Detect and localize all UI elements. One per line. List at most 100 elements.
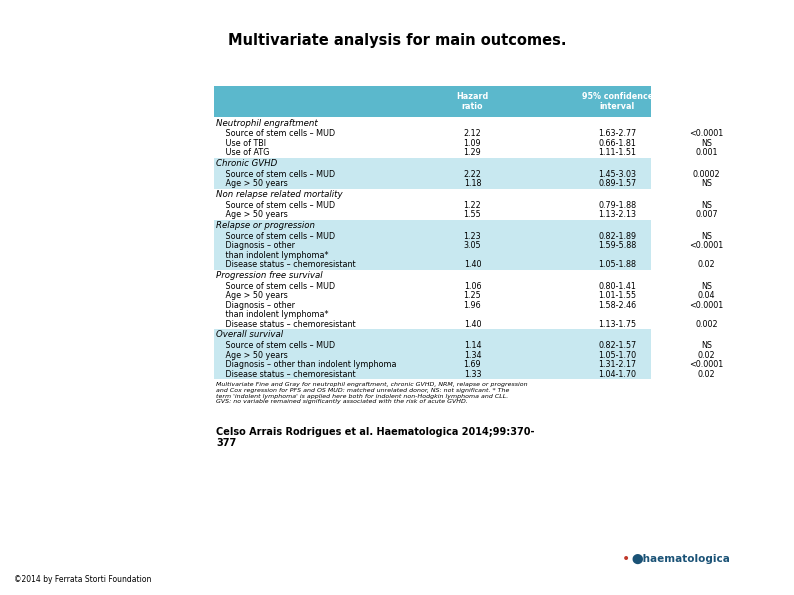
Text: Non relapse related mortality: Non relapse related mortality	[216, 190, 342, 199]
Bar	[214, 250, 651, 260]
Text: 0.66-1.81: 0.66-1.81	[599, 139, 636, 148]
Bar	[214, 369, 651, 379]
Bar	[214, 220, 651, 231]
Text: 1.23: 1.23	[464, 231, 481, 241]
Text: Progression free survival: Progression free survival	[216, 271, 322, 280]
Text: 0.0002: 0.0002	[693, 170, 720, 179]
Text: Diagnosis – other than indolent lymphoma: Diagnosis – other than indolent lymphoma	[218, 360, 396, 369]
Text: 1.63-2.77: 1.63-2.77	[598, 129, 637, 139]
Bar	[214, 291, 651, 300]
Text: 0.02: 0.02	[698, 260, 715, 270]
Bar	[214, 86, 651, 117]
Text: 1.05-1.70: 1.05-1.70	[598, 350, 637, 360]
Text: Disease status – chemoresistant: Disease status – chemoresistant	[218, 369, 355, 379]
Text: 1.31-2.17: 1.31-2.17	[598, 360, 637, 369]
Text: 1.25: 1.25	[464, 291, 481, 300]
Bar	[214, 260, 651, 270]
Text: Age > 50 years: Age > 50 years	[218, 210, 287, 220]
Bar	[214, 310, 651, 320]
Text: 0.04: 0.04	[698, 291, 715, 300]
Text: <0.0001: <0.0001	[689, 129, 724, 139]
Text: P: P	[703, 97, 710, 107]
Text: 1.04-1.70: 1.04-1.70	[599, 369, 636, 379]
Text: 1.13-1.75: 1.13-1.75	[598, 320, 637, 329]
Text: 1.01-1.55: 1.01-1.55	[598, 291, 637, 300]
Text: 0.001: 0.001	[696, 148, 718, 158]
Text: 1.33: 1.33	[464, 369, 481, 379]
Text: Neutrophil engraftment: Neutrophil engraftment	[216, 118, 318, 128]
Text: 1.96: 1.96	[464, 300, 481, 310]
Text: 1.13-2.13: 1.13-2.13	[599, 210, 636, 220]
Text: Multivariate Fine and Gray for neutrophil engraftment, chronic GVHD, NRM, relaps: Multivariate Fine and Gray for neutrophi…	[216, 382, 527, 405]
Bar	[214, 341, 651, 350]
Text: 0.007: 0.007	[696, 210, 718, 220]
Text: Source of stem cells – MUD: Source of stem cells – MUD	[218, 129, 335, 139]
Bar	[214, 148, 651, 158]
Text: 1.11-1.51: 1.11-1.51	[599, 148, 636, 158]
Text: 1.58-2.46: 1.58-2.46	[598, 300, 637, 310]
Text: Relapse or progression: Relapse or progression	[216, 221, 315, 230]
Text: NS: NS	[701, 231, 712, 241]
Text: <0.0001: <0.0001	[689, 300, 724, 310]
Bar	[214, 350, 651, 360]
Bar	[214, 139, 651, 148]
Bar	[214, 329, 651, 341]
Text: 1.40: 1.40	[464, 320, 481, 329]
Text: Hazard
ratio: Hazard ratio	[457, 92, 488, 111]
Text: 1.29: 1.29	[464, 148, 481, 158]
Text: 1.06: 1.06	[464, 281, 481, 291]
Text: Use of ATG: Use of ATG	[218, 148, 269, 158]
Bar	[214, 300, 651, 310]
Text: NS: NS	[701, 341, 712, 350]
Text: Age > 50 years: Age > 50 years	[218, 291, 287, 300]
Text: 0.002: 0.002	[696, 320, 718, 329]
Text: Use of TBI: Use of TBI	[218, 139, 265, 148]
Text: 2.22: 2.22	[464, 170, 481, 179]
Bar	[214, 231, 651, 241]
Text: 1.05-1.88: 1.05-1.88	[599, 260, 636, 270]
Bar	[214, 241, 651, 250]
Bar	[214, 117, 651, 129]
Text: Diagnosis – other: Diagnosis – other	[218, 241, 295, 250]
Text: NS: NS	[701, 281, 712, 291]
Text: Celso Arrais Rodrigues et al. Haematologica 2014;99:370-
377: Celso Arrais Rodrigues et al. Haematolog…	[216, 427, 534, 448]
Text: 0.82-1.57: 0.82-1.57	[598, 341, 637, 350]
Bar	[214, 360, 651, 369]
Text: 3.05: 3.05	[464, 241, 481, 250]
Bar	[214, 170, 651, 179]
Text: than indolent lymphoma*: than indolent lymphoma*	[218, 310, 328, 320]
Text: 1.40: 1.40	[464, 260, 481, 270]
Text: NS: NS	[701, 201, 712, 210]
Text: •: •	[622, 552, 630, 566]
Text: than indolent lymphoma*: than indolent lymphoma*	[218, 250, 328, 260]
Text: Source of stem cells – MUD: Source of stem cells – MUD	[218, 170, 335, 179]
Text: Age > 50 years: Age > 50 years	[218, 350, 287, 360]
Text: <0.0001: <0.0001	[689, 360, 724, 369]
Text: 0.89-1.57: 0.89-1.57	[598, 179, 637, 189]
Text: 0.82-1.89: 0.82-1.89	[598, 231, 637, 241]
Text: 1.45-3.03: 1.45-3.03	[599, 170, 636, 179]
Text: 1.14: 1.14	[464, 341, 481, 350]
Bar	[214, 189, 651, 201]
Text: 1.22: 1.22	[464, 201, 481, 210]
Bar	[214, 320, 651, 329]
Text: ⬤haematologica: ⬤haematologica	[631, 554, 730, 565]
Text: Disease status – chemoresistant: Disease status – chemoresistant	[218, 260, 355, 270]
Text: 1.34: 1.34	[464, 350, 481, 360]
Text: NS: NS	[701, 179, 712, 189]
Text: NS: NS	[701, 139, 712, 148]
Bar	[214, 270, 651, 281]
Text: 0.02: 0.02	[698, 350, 715, 360]
Text: 1.55: 1.55	[464, 210, 481, 220]
Text: ©2014 by Ferrata Storti Foundation: ©2014 by Ferrata Storti Foundation	[14, 575, 152, 584]
Text: 0.79-1.88: 0.79-1.88	[598, 201, 637, 210]
Text: 0.80-1.41: 0.80-1.41	[599, 281, 636, 291]
Bar	[214, 201, 651, 210]
Text: 1.09: 1.09	[464, 139, 481, 148]
Text: 95% confidence
interval: 95% confidence interval	[582, 92, 653, 111]
Text: Source of stem cells – MUD: Source of stem cells – MUD	[218, 281, 335, 291]
Bar	[214, 210, 651, 220]
Text: 1.18: 1.18	[464, 179, 481, 189]
Text: Source of stem cells – MUD: Source of stem cells – MUD	[218, 341, 335, 350]
Text: <0.0001: <0.0001	[689, 241, 724, 250]
